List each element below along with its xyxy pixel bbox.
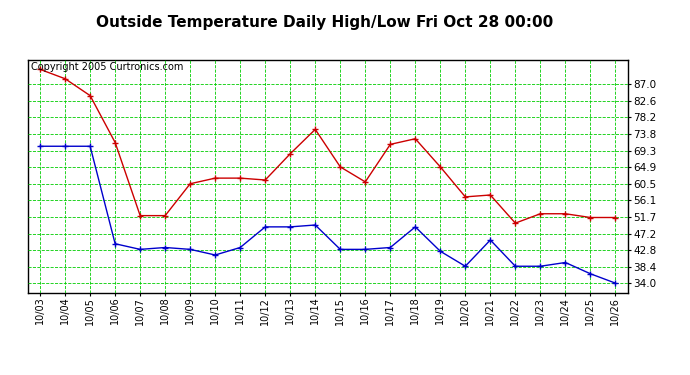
Text: Outside Temperature Daily High/Low Fri Oct 28 00:00: Outside Temperature Daily High/Low Fri O… — [96, 15, 553, 30]
Text: Copyright 2005 Curtronics.com: Copyright 2005 Curtronics.com — [30, 62, 183, 72]
